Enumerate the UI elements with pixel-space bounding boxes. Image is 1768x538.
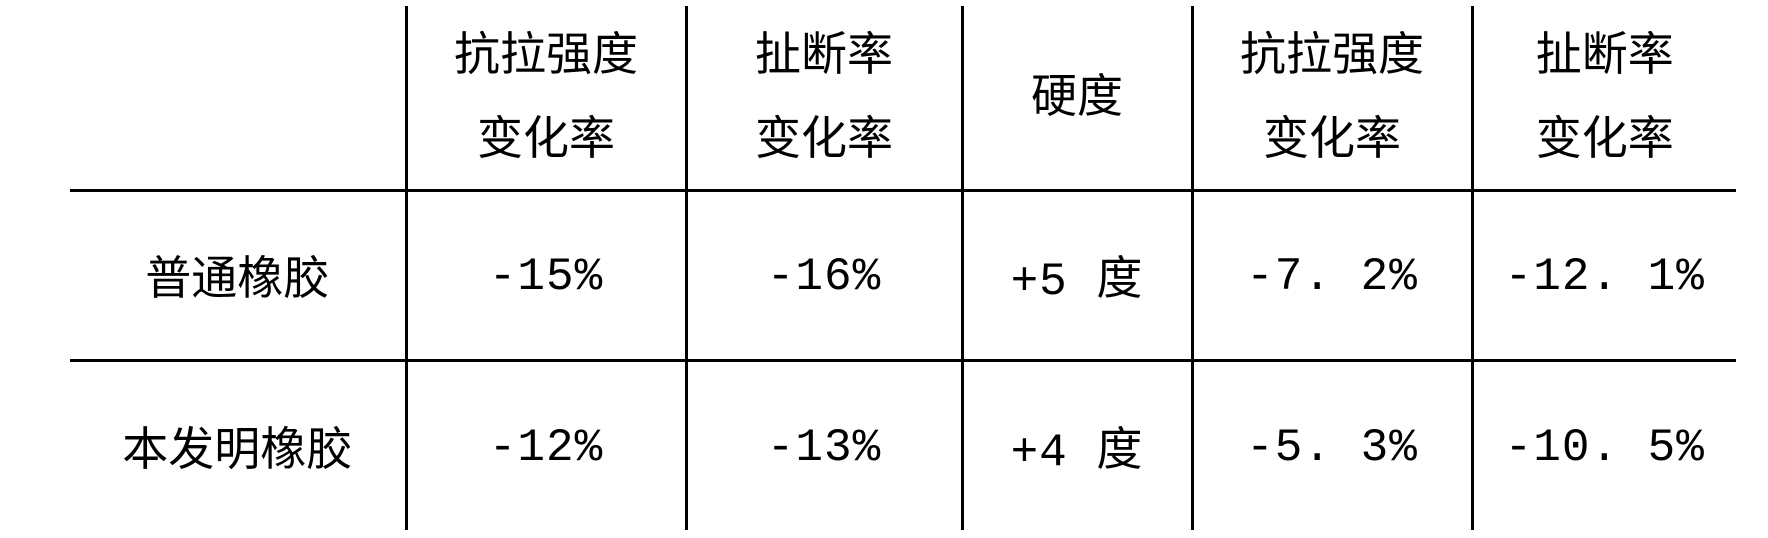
header-cell: 抗拉强度 变化率: [1192, 6, 1472, 190]
cell-text: -15%: [489, 251, 603, 303]
data-cell: -7. 2%: [1192, 190, 1472, 360]
data-cell: -13%: [686, 360, 962, 530]
data-cell: -15%: [406, 190, 686, 360]
table-row: 普通橡胶 -15% -16% +5 度 -7. 2% -12. 1%: [70, 190, 1736, 360]
cell-text: -7. 2%: [1246, 251, 1418, 303]
header-line1: 抗拉强度: [454, 29, 638, 80]
cell-text: +4 度: [1011, 427, 1144, 479]
data-cell: -12. 1%: [1472, 190, 1736, 360]
cell-text: -13%: [767, 422, 881, 474]
header-cell: 抗拉强度 变化率: [406, 6, 686, 190]
data-cell: -5. 3%: [1192, 360, 1472, 530]
cell-text: +5 度: [1011, 256, 1144, 308]
data-cell: -10. 5%: [1472, 360, 1736, 530]
header-line1: 扯断率: [755, 29, 893, 80]
table-header-row: 抗拉强度 变化率 扯断率 变化率 硬度 抗拉强度 变化率: [70, 6, 1736, 190]
cell-text: -16%: [767, 251, 881, 303]
cell-text: 本发明橡胶: [122, 424, 352, 475]
header-cell: 扯断率 变化率: [686, 6, 962, 190]
row-label: 本发明橡胶: [70, 360, 406, 530]
cell-text: 普通橡胶: [145, 253, 329, 304]
header-single: 硬度: [1031, 71, 1123, 122]
data-cell: -16%: [686, 190, 962, 360]
header-line2: 变化率: [755, 113, 893, 164]
data-cell: +4 度: [962, 360, 1192, 530]
cell-text: -12%: [489, 422, 603, 474]
cell-text: -12. 1%: [1505, 251, 1705, 303]
header-line2: 变化率: [1536, 113, 1674, 164]
data-cell: +5 度: [962, 190, 1192, 360]
header-cell: 硬度: [962, 6, 1192, 190]
table-row: 本发明橡胶 -12% -13% +4 度 -5. 3% -10. 5%: [70, 360, 1736, 530]
header-line2: 变化率: [477, 113, 615, 164]
page: 抗拉强度 变化率 扯断率 变化率 硬度 抗拉强度 变化率: [0, 0, 1768, 538]
row-label: 普通橡胶: [70, 190, 406, 360]
header-line2: 变化率: [1263, 113, 1401, 164]
header-cell-blank: [70, 6, 406, 190]
header-line1: 扯断率: [1536, 29, 1674, 80]
data-table: 抗拉强度 变化率 扯断率 变化率 硬度 抗拉强度 变化率: [70, 6, 1736, 530]
header-cell: 扯断率 变化率: [1472, 6, 1736, 190]
cell-text: -10. 5%: [1505, 422, 1705, 474]
cell-text: -5. 3%: [1246, 422, 1418, 474]
header-line1: 抗拉强度: [1240, 29, 1424, 80]
data-cell: -12%: [406, 360, 686, 530]
